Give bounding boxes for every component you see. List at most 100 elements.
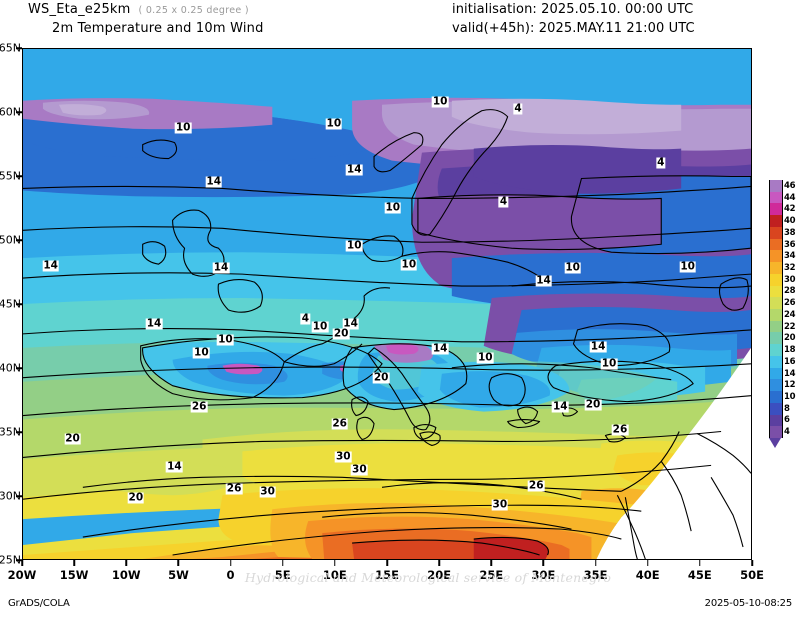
colorbar-tick-label: 28 (784, 286, 796, 297)
contour-value-label: 4 (656, 156, 666, 169)
colorbar-swatch (769, 391, 783, 403)
colorbar-swatch (769, 344, 783, 356)
colorbar-swatch (769, 238, 783, 251)
temperature-field-map (23, 49, 751, 559)
x-axis-tick-label: 5E (274, 568, 291, 582)
colorbar-tick-label: 18 (784, 345, 796, 356)
contour-value-label: 14 (345, 163, 363, 176)
x-axis-tick-label: 40E (635, 568, 660, 582)
x-axis-tick-mark (490, 560, 493, 566)
colorbar-swatch (769, 273, 783, 286)
map-plot-area[interactable]: 10 10 10 4 14 14 10 4 4 10 14 14 10 10 14 10 14 4 10 14 20 10… (22, 48, 752, 560)
colorbar-tick-label: 16 (784, 356, 796, 367)
y-axis-tick-mark (16, 111, 22, 113)
footer-credit: GrADS/COLA (8, 598, 70, 609)
contour-value-label: 4 (513, 102, 523, 115)
y-axis-tick-label: 30N (0, 489, 21, 503)
x-axis-tick-label: 0 (226, 568, 235, 582)
colorbar-swatch (769, 180, 783, 192)
contour-value-label: 10 (311, 320, 329, 333)
contour-value-label: 30 (335, 450, 352, 463)
footer-timestamp: 2025-05-10-08:25 (704, 598, 793, 609)
contour-value-label: 14 (212, 261, 230, 274)
colorbar-swatch (769, 402, 783, 415)
x-axis-tick-mark (334, 560, 336, 566)
colorbar-tick-label: 30 (784, 274, 796, 285)
contour-value-label: 14 (589, 340, 607, 353)
colorbar-tick-label: 24 (784, 309, 796, 320)
colorbar-tick-label: 20 (784, 333, 796, 344)
x-axis-tick-label: 15E (375, 568, 399, 582)
contour-value-label: 30 (351, 463, 368, 476)
colorbar-tick-label: 26 (784, 298, 796, 309)
colorbar-tick-label: 44 (784, 192, 796, 203)
x-axis-tick-label: 25E (479, 568, 504, 582)
contour-value-label: 10 (174, 121, 192, 134)
contour-value-label: 14 (342, 317, 359, 330)
x-axis-tick-mark (21, 560, 23, 566)
x-axis-tick-mark (125, 560, 128, 566)
y-axis-tick-mark (16, 559, 22, 561)
contour-value-label: 26 (611, 423, 629, 436)
x-axis-tick-label: 30E (531, 568, 556, 582)
contour-value-label: 20 (127, 491, 145, 504)
colorbar-tick-label: 14 (784, 368, 796, 379)
colorbar-swatch (769, 332, 783, 345)
model-title-line: WS_Eta_e25km ( 0.25 x 0.25 degree ) (28, 2, 249, 17)
y-axis-tick-label: 25N (0, 553, 21, 567)
contour-value-label: 26 (225, 482, 243, 495)
colorbar-legend[interactable]: 4 6 8 10 12 14 16 18 20 22 24 26 28 30 32 34 36 38 40 42 44 4… (766, 168, 800, 450)
x-axis-tick-mark (699, 560, 701, 566)
x-axis-tick-label: 10W (111, 568, 141, 582)
y-axis-tick-label: 60N (0, 105, 21, 119)
x-axis-tick-mark (281, 560, 284, 566)
x-axis-tick-label: 45E (687, 568, 712, 582)
colorbar-swatch (769, 262, 783, 274)
colorbar-swatch (769, 367, 783, 380)
x-axis-tick-mark (229, 560, 232, 566)
colorbar-tick-label: 46 (784, 180, 796, 191)
x-axis-tick-mark (386, 560, 388, 566)
y-axis-tick-mark (16, 431, 22, 433)
colorbar-tick-label: 38 (784, 227, 796, 238)
contour-value-label: 14 (551, 400, 569, 412)
contour-value-label: 10 (384, 201, 402, 214)
valid-time: valid(+45h): 2025.MAY.11 21:00 UTC (452, 21, 695, 36)
colorbar-tick-label: 40 (784, 216, 796, 227)
contour-value-label: 4 (498, 195, 509, 208)
x-axis-tick-label: 20E (427, 568, 452, 582)
contour-value-label: 10 (564, 261, 581, 274)
colorbar-swatch (769, 215, 783, 227)
contour-value-label: 26 (190, 400, 208, 413)
colorbar-swatch (769, 379, 783, 392)
temperature-bands (23, 49, 751, 559)
x-axis-tick-label: 15W (59, 568, 89, 582)
colorbar-tick-label: 34 (784, 251, 796, 262)
x-axis-tick-label: 10E (322, 568, 347, 582)
contour-value-label: 10 (431, 95, 449, 108)
y-axis-tick-label: 45N (0, 297, 21, 311)
colorbar-swatch (769, 414, 783, 427)
y-axis-tick-mark (16, 303, 22, 305)
contour-value-label: 30 (491, 498, 509, 511)
chart-header: WS_Eta_e25km ( 0.25 x 0.25 degree ) 2m Te… (0, 0, 800, 40)
contour-value-label: 14 (431, 342, 449, 355)
contour-value-label: 14 (166, 460, 183, 473)
contour-value-label: 10 (476, 351, 494, 364)
colorbar-swatch (769, 320, 783, 333)
y-axis-tick-mark (16, 175, 22, 177)
colorbar-swatch (769, 226, 783, 239)
contour-value-label: 10 (217, 333, 234, 346)
colorbar-swatch (769, 355, 783, 368)
contour-value-label: 10 (600, 357, 618, 370)
colorbar-swatch (769, 285, 783, 298)
contour-value-label: 14 (205, 175, 223, 188)
isotherm-contours (23, 175, 751, 556)
colorbar-swatch (769, 309, 783, 321)
x-axis-tick-mark (594, 560, 597, 566)
colorbar-tick-label: 36 (784, 239, 796, 250)
x-axis-tick-mark (646, 560, 649, 566)
colorbar-tick-label: 22 (784, 321, 796, 332)
model-name: WS_Eta_e25km (28, 2, 131, 17)
contour-value-label: 14 (535, 274, 552, 287)
